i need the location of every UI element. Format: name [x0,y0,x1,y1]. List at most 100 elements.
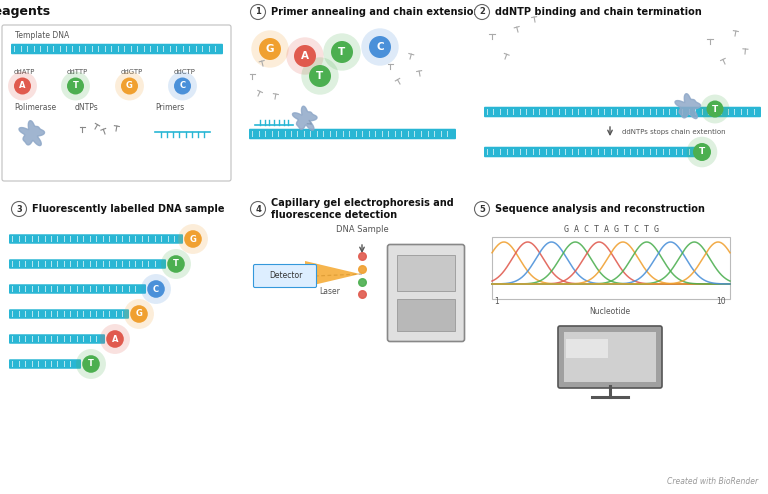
Circle shape [14,78,31,94]
Bar [336,131,337,137]
Circle shape [250,202,266,216]
Circle shape [124,299,154,329]
Bar [64,261,65,267]
Bar [129,236,130,242]
Bar [64,311,65,317]
Bar [90,311,91,317]
Circle shape [700,94,730,124]
Bar [137,46,138,52]
Text: Created with BioRender: Created with BioRender [667,477,758,486]
Circle shape [115,72,144,100]
Text: 2: 2 [479,7,485,16]
Bar [31,236,32,242]
Text: Primers: Primers [155,102,184,112]
Bar [116,286,117,292]
FancyBboxPatch shape [484,147,696,157]
Circle shape [361,28,399,66]
Bar [272,131,273,137]
Bar [116,261,117,267]
Bar [740,109,741,115]
FancyBboxPatch shape [9,309,129,319]
Bar [12,361,13,367]
Bar [155,261,156,267]
Circle shape [259,38,281,60]
Bar [135,286,137,292]
Bar [494,109,495,115]
Bar [21,46,22,52]
Bar [123,261,124,267]
Bar [676,109,677,115]
Bar [310,131,312,137]
Bar [566,339,608,358]
Bar [428,131,429,137]
Bar [110,286,111,292]
Bar [12,311,13,317]
Bar [110,261,111,267]
Bar [77,286,78,292]
Bar [727,109,729,115]
Bar [77,311,78,317]
Bar [734,109,735,115]
Text: 3: 3 [16,205,22,213]
Circle shape [100,324,130,354]
Bar [663,109,664,115]
Bar [66,46,67,52]
Bar [330,131,331,137]
Bar [578,149,579,155]
Bar [25,311,26,317]
Text: C: C [180,82,186,90]
Bar [97,336,98,342]
Polygon shape [293,106,317,130]
FancyBboxPatch shape [11,44,223,54]
Circle shape [331,41,353,63]
Bar [507,149,508,155]
Circle shape [8,72,37,100]
Bar [31,311,32,317]
Bar [51,361,52,367]
Bar [38,286,39,292]
Bar [552,109,553,115]
Bar [591,149,592,155]
Bar [64,286,65,292]
Bar [97,261,98,267]
Bar [34,46,35,52]
Circle shape [131,305,147,323]
Bar [144,46,145,52]
Bar [38,236,39,242]
Circle shape [184,230,202,248]
Bar [31,336,32,342]
Bar [77,261,78,267]
Bar [643,109,644,115]
Text: Laser: Laser [319,288,340,296]
Bar [38,261,39,267]
Bar [40,46,41,52]
Text: Template DNA: Template DNA [15,32,69,41]
Bar [116,311,117,317]
Text: G A C T A G T C T G: G A C T A G T C T G [564,224,660,234]
Bar [545,149,547,155]
Bar [18,261,19,267]
Bar [38,336,39,342]
Text: T: T [339,47,346,57]
Bar [526,109,527,115]
Text: ddNTPs stops chain extention: ddNTPs stops chain extention [622,129,726,135]
Bar [408,131,409,137]
Circle shape [82,355,100,373]
Bar [142,261,143,267]
Bar [291,131,292,137]
FancyBboxPatch shape [9,334,105,344]
FancyBboxPatch shape [253,264,316,288]
Bar [284,131,286,137]
Bar [174,236,176,242]
Bar [630,149,631,155]
Bar [38,361,39,367]
Bar [513,149,514,155]
Circle shape [286,38,323,75]
Bar [323,131,325,137]
Text: A: A [112,334,118,343]
Circle shape [323,33,361,71]
Bar [494,149,495,155]
Bar [252,131,253,137]
Bar [487,109,488,115]
Text: G: G [136,310,142,319]
